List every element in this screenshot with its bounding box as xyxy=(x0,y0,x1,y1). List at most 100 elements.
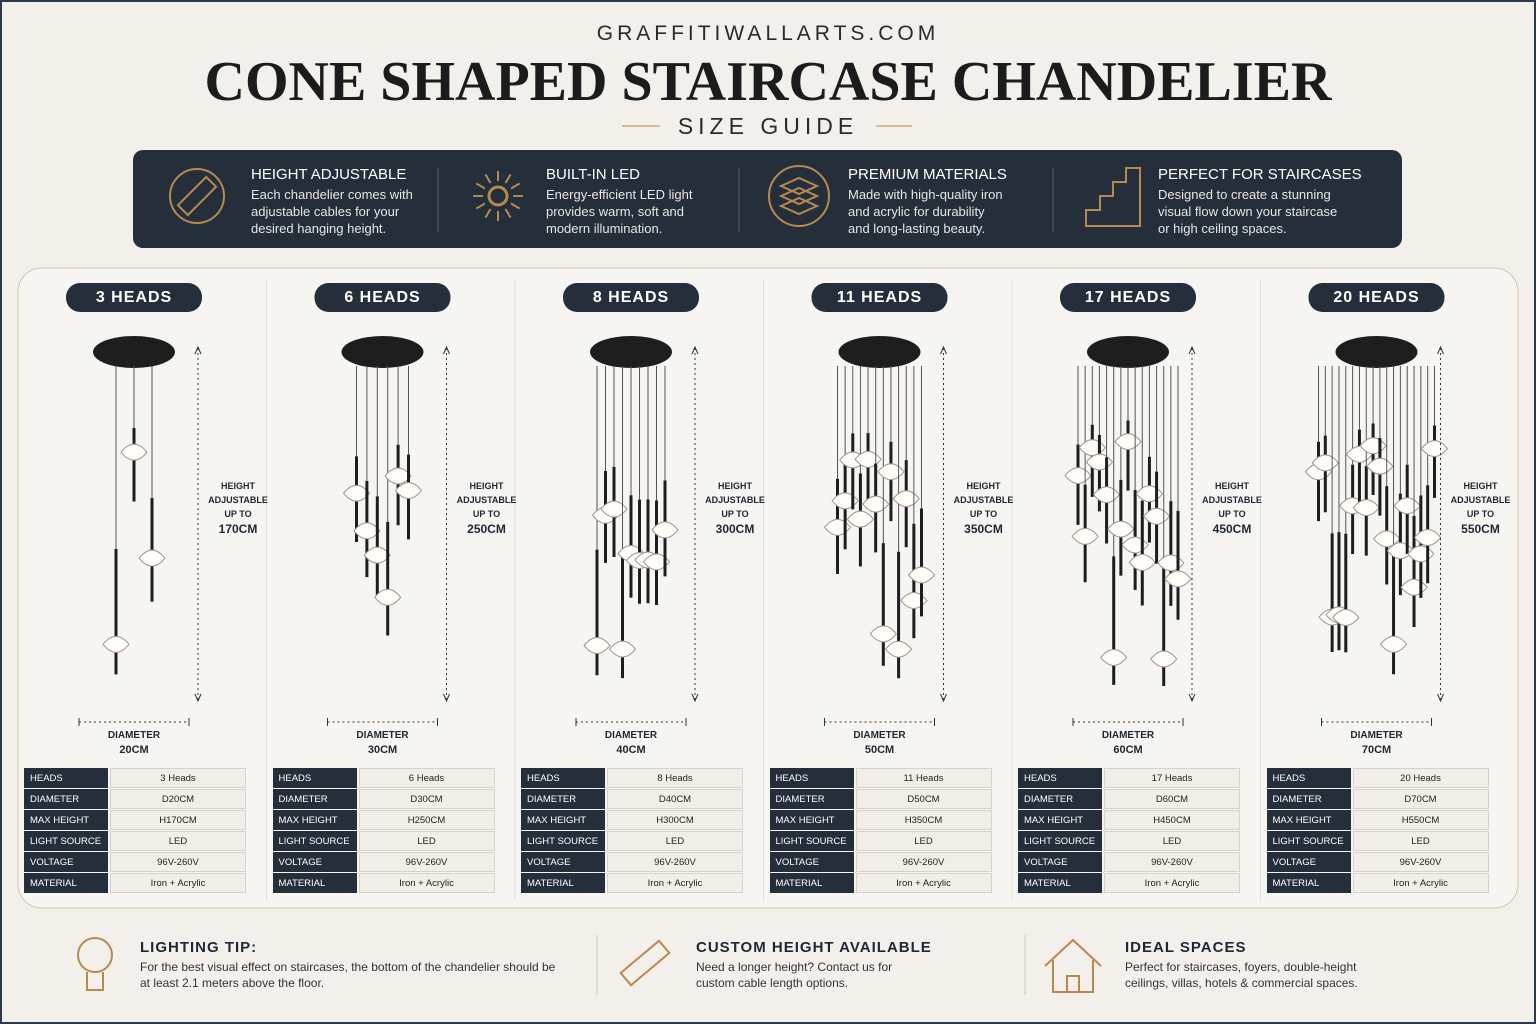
spec-value-cell xyxy=(358,831,495,851)
height-note: ADJUSTABLE xyxy=(953,495,1014,505)
spec-key: VOLTAGE xyxy=(1272,857,1316,868)
feature-text: provides warm, soft and xyxy=(546,204,685,219)
glass xyxy=(394,482,423,500)
spec-key: MATERIAL xyxy=(30,878,77,889)
spec-value: H250CM xyxy=(407,815,446,826)
spec-key: DIAMETER xyxy=(278,794,328,805)
spec-value: Iron + Acrylic xyxy=(1144,878,1200,889)
diameter-label: DIAMETER xyxy=(107,730,161,741)
spec-key-cell xyxy=(1266,789,1351,809)
icon xyxy=(86,972,104,991)
spec-key-cell xyxy=(1018,831,1102,851)
glass xyxy=(384,467,412,485)
glass xyxy=(1071,527,1099,545)
spec-value-cell xyxy=(855,768,992,788)
icon xyxy=(484,208,492,219)
feature-title: PREMIUM MATERIALS xyxy=(848,166,1007,183)
spec-key: MAX HEIGHT xyxy=(1024,815,1084,826)
glass xyxy=(138,549,166,567)
spec-key: MATERIAL xyxy=(1024,878,1071,889)
spec-key-cell xyxy=(1018,852,1102,872)
icon xyxy=(504,208,512,219)
diameter-value: 60CM xyxy=(1113,744,1143,756)
product-label: 17 HEADS xyxy=(1084,289,1172,306)
spec-key-cell xyxy=(769,789,854,809)
spec-value-cell xyxy=(1104,810,1240,830)
spec-key: LIGHT SOURCE xyxy=(30,836,102,847)
spec-key-cell xyxy=(24,810,108,830)
spec-key: MATERIAL xyxy=(1272,878,1320,889)
spec-value: Iron + Acrylic xyxy=(1393,878,1448,889)
spec-value: LED xyxy=(417,836,436,847)
spec-value: 96V-260V xyxy=(902,857,945,868)
site-name: GRAFFITIWALLARTS.COM xyxy=(596,22,940,45)
label-pill xyxy=(811,283,948,312)
spec-key: DIAMETER xyxy=(1272,794,1322,805)
label-pill xyxy=(314,283,451,312)
spec-value-cell xyxy=(358,852,495,872)
icon xyxy=(484,173,492,184)
glass xyxy=(363,546,391,564)
spec-key: MAX HEIGHT xyxy=(278,815,338,826)
spec-value: 96V-260V xyxy=(405,857,448,868)
spec-value-cell xyxy=(110,810,246,830)
spec-value: LED xyxy=(1162,836,1182,847)
product-label: 11 HEADS xyxy=(836,289,923,306)
height-note: ADJUSTABLE xyxy=(208,495,268,505)
canopy xyxy=(93,336,175,368)
diameter-line xyxy=(824,718,935,726)
spec-key-cell xyxy=(1266,810,1351,830)
spec-key-cell xyxy=(1266,852,1351,872)
spec-value-cell xyxy=(110,852,246,872)
spec-key-cell xyxy=(769,831,854,851)
spec-value-cell xyxy=(607,789,743,809)
spec-value-cell xyxy=(110,768,246,788)
glass xyxy=(884,640,913,658)
spec-key: HEADS xyxy=(775,773,809,784)
title: CONE SHAPED STAIRCASE CHANDELIER xyxy=(204,51,1332,113)
height-value: 250CM xyxy=(467,522,506,536)
spec-key-cell xyxy=(521,810,605,830)
feature-text: and long-lasting beauty. xyxy=(848,221,986,236)
canopy xyxy=(341,336,424,368)
feature-text: visual flow down your staircase xyxy=(1158,204,1338,219)
icon xyxy=(510,182,521,190)
spec-value-cell xyxy=(855,810,992,830)
label-pill xyxy=(563,283,699,312)
glass xyxy=(120,443,148,461)
icon xyxy=(77,937,113,973)
glass xyxy=(892,490,920,508)
spec-key-cell xyxy=(24,768,108,788)
products-panel xyxy=(17,267,1519,909)
feature-text: Energy-efficient LED light xyxy=(546,187,693,202)
spec-value-cell xyxy=(855,831,992,851)
spec-key: HEADS xyxy=(1272,773,1306,784)
spec-value: Iron + Acrylic xyxy=(647,878,703,889)
glass xyxy=(651,521,679,539)
glass xyxy=(1332,609,1360,627)
spec-key-cell xyxy=(1266,831,1351,851)
spec-value-cell xyxy=(358,810,495,830)
feature-text: modern illumination. xyxy=(546,221,663,236)
spec-value: 6 Heads xyxy=(408,773,445,784)
glass xyxy=(907,566,936,584)
height-note: UP TO xyxy=(1218,509,1246,519)
spec-value: 3 Heads xyxy=(160,773,196,784)
feature-title: HEIGHT ADJUSTABLE xyxy=(251,166,407,183)
tip-text: ceilings, villas, hotels & commercial sp… xyxy=(1125,976,1358,990)
height-note: ADJUSTABLE xyxy=(456,495,517,505)
feature-text: and acrylic for durability xyxy=(848,204,985,219)
label-pill xyxy=(66,283,202,312)
height-note: ADJUSTABLE xyxy=(1450,495,1511,505)
height-value: 450CM xyxy=(1212,522,1252,536)
spec-value: 96V-260V xyxy=(157,857,199,868)
glass xyxy=(877,463,905,481)
spec-key: VOLTAGE xyxy=(30,857,74,868)
spec-key-cell xyxy=(521,831,605,851)
feature-text: Each chandelier comes with xyxy=(251,187,413,202)
spec-value: 17 Heads xyxy=(1151,773,1193,784)
diameter-label: DIAMETER xyxy=(604,730,658,741)
spec-value: 11 Heads xyxy=(903,773,944,784)
spec-key-cell xyxy=(24,831,108,851)
spec-value: D50CM xyxy=(907,794,940,805)
